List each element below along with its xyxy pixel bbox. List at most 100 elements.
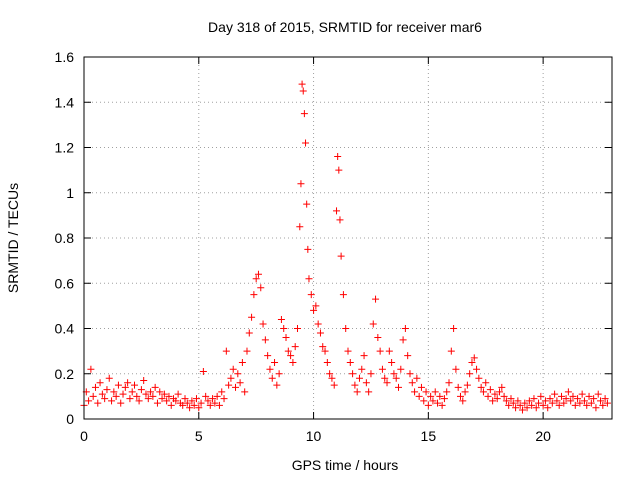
data-point bbox=[336, 216, 344, 224]
data-point bbox=[587, 399, 595, 407]
data-point bbox=[149, 392, 157, 400]
data-point bbox=[303, 200, 311, 208]
data-point bbox=[603, 399, 611, 407]
data-point bbox=[215, 401, 223, 409]
x-tick-label: 20 bbox=[535, 428, 551, 444]
data-point bbox=[454, 383, 462, 391]
data-point bbox=[209, 395, 217, 403]
data-point bbox=[268, 374, 276, 382]
data-point bbox=[206, 401, 214, 409]
data-point bbox=[112, 392, 120, 400]
data-point bbox=[284, 347, 292, 355]
data-point bbox=[131, 381, 139, 389]
y-axis-title: SRMTID / TECUs bbox=[5, 183, 21, 293]
data-point bbox=[225, 381, 233, 389]
data-point bbox=[298, 80, 306, 88]
data-point bbox=[424, 401, 432, 409]
data-point bbox=[245, 329, 253, 337]
data-point bbox=[445, 379, 453, 387]
y-tick-label: 0.8 bbox=[55, 230, 75, 246]
data-point bbox=[334, 153, 342, 161]
data-point bbox=[248, 313, 256, 321]
data-point bbox=[362, 379, 370, 387]
y-tick-label: 1 bbox=[66, 185, 74, 201]
data-point bbox=[493, 395, 501, 403]
data-point bbox=[282, 334, 290, 342]
y-tick-label: 0 bbox=[66, 411, 74, 427]
data-point bbox=[114, 381, 122, 389]
data-point bbox=[220, 395, 228, 403]
data-point bbox=[287, 352, 295, 360]
data-point bbox=[532, 404, 540, 412]
data-point bbox=[147, 388, 155, 396]
data-point bbox=[397, 365, 405, 373]
data-point bbox=[351, 381, 359, 389]
data-point bbox=[126, 395, 134, 403]
data-point bbox=[273, 381, 281, 389]
data-point bbox=[238, 358, 246, 366]
data-point bbox=[557, 392, 565, 400]
data-point bbox=[564, 388, 572, 396]
data-point bbox=[372, 295, 380, 303]
data-point bbox=[489, 397, 497, 405]
data-point bbox=[578, 390, 586, 398]
data-point bbox=[475, 374, 483, 382]
data-point bbox=[232, 383, 240, 391]
data-point bbox=[440, 395, 448, 403]
data-point bbox=[117, 399, 125, 407]
grid bbox=[84, 57, 612, 419]
data-point bbox=[186, 404, 194, 412]
data-point bbox=[443, 388, 451, 396]
data-point bbox=[299, 87, 307, 95]
data-point bbox=[144, 395, 152, 403]
data-point bbox=[236, 379, 244, 387]
data-point bbox=[312, 302, 320, 310]
data-point bbox=[119, 390, 127, 398]
data-point bbox=[535, 399, 543, 407]
data-point bbox=[427, 392, 435, 400]
data-point bbox=[307, 291, 315, 299]
data-point bbox=[337, 252, 345, 260]
data-point bbox=[523, 404, 531, 412]
data-point bbox=[434, 399, 442, 407]
data-point bbox=[319, 343, 327, 351]
data-point bbox=[124, 379, 132, 387]
data-point bbox=[505, 401, 513, 409]
data-point bbox=[583, 401, 591, 409]
y-tick-label: 1.4 bbox=[55, 94, 75, 110]
data-point bbox=[571, 401, 579, 409]
data-point bbox=[261, 336, 269, 344]
data-point bbox=[252, 275, 260, 283]
data-point bbox=[181, 395, 189, 403]
data-point bbox=[271, 358, 279, 366]
data-point bbox=[518, 406, 526, 414]
data-point bbox=[349, 370, 357, 378]
data-point bbox=[165, 392, 173, 400]
data-point bbox=[484, 392, 492, 400]
data-point bbox=[548, 399, 556, 407]
data-point bbox=[544, 404, 552, 412]
data-point bbox=[98, 390, 106, 398]
data-point bbox=[302, 139, 310, 147]
data-point bbox=[477, 383, 485, 391]
data-point bbox=[314, 320, 322, 328]
data-point bbox=[202, 392, 210, 400]
data-point bbox=[103, 386, 111, 394]
data-point bbox=[422, 388, 430, 396]
data-point bbox=[555, 401, 563, 409]
data-point bbox=[447, 347, 455, 355]
data-point bbox=[365, 388, 373, 396]
x-tick-label: 5 bbox=[195, 428, 203, 444]
data-point bbox=[172, 397, 180, 405]
data-point bbox=[254, 270, 262, 278]
data-point bbox=[468, 358, 476, 366]
data-point bbox=[601, 395, 609, 403]
data-point bbox=[482, 379, 490, 387]
data-point bbox=[390, 370, 398, 378]
data-point bbox=[192, 395, 200, 403]
data-point bbox=[509, 399, 517, 407]
y-tick-label: 1.6 bbox=[55, 49, 75, 65]
data-point bbox=[530, 395, 538, 403]
data-point bbox=[436, 392, 444, 400]
